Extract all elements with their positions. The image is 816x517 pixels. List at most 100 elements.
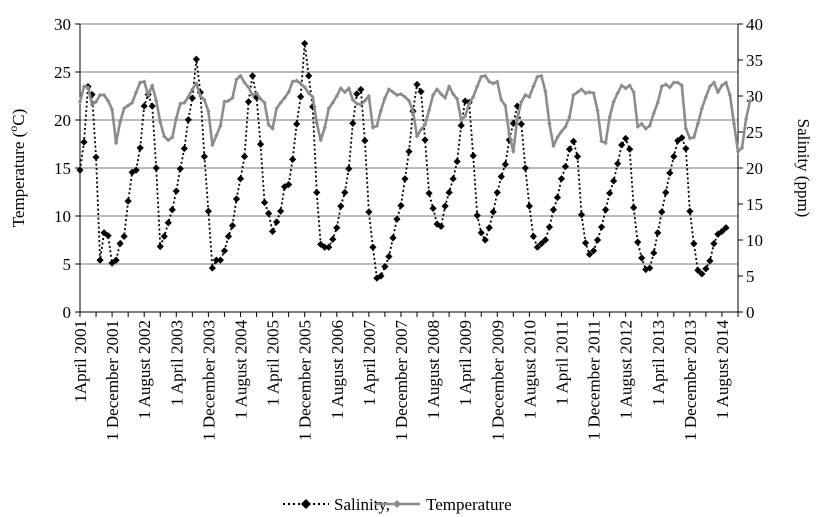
temperature-point	[595, 108, 600, 113]
salinity-point	[654, 229, 662, 237]
temperature-point	[146, 92, 151, 98]
salinity-point	[497, 173, 505, 181]
legend: Salinity, Temperature	[283, 495, 512, 514]
salinity-point	[686, 207, 694, 215]
x-ticks: 1April 2001 1 December 2001 1 August 2002 1…	[71, 312, 739, 441]
temperature-line	[78, 74, 752, 153]
right-tick-label: 15	[746, 195, 763, 214]
salinity-point	[293, 120, 301, 128]
salinity-point	[305, 72, 313, 80]
salinity-point	[244, 98, 253, 106]
temperature-point	[703, 94, 709, 100]
temperature-point	[483, 73, 488, 79]
salinity-point	[606, 189, 614, 197]
temperature-point	[499, 97, 504, 103]
x-tick-label: 1 August 2004	[231, 320, 250, 420]
temperature-point	[81, 84, 87, 89]
left-tick-label: 5	[63, 255, 72, 274]
salinity-point	[513, 102, 521, 110]
temperature-point	[101, 92, 107, 98]
x-tick-label: 1 August 2010	[520, 320, 539, 419]
salinity-point	[425, 189, 433, 197]
temperature-point	[166, 137, 171, 143]
salinity-point	[553, 193, 562, 202]
temperature-point	[414, 134, 420, 139]
salinity-point	[589, 247, 598, 255]
temperature-point	[715, 89, 721, 95]
y-left-title-main: Temperature (	[9, 131, 28, 227]
temperature-point	[77, 99, 83, 104]
salinity-point	[136, 144, 144, 152]
salinity-point	[666, 169, 674, 177]
temperature-point	[559, 129, 564, 134]
temperature-point	[85, 85, 91, 90]
temperature-point	[97, 92, 103, 98]
salinity-point	[160, 232, 168, 240]
temperature-point	[298, 81, 303, 86]
salinity-point	[277, 207, 285, 215]
salinity-point	[252, 93, 261, 102]
temperature-point	[394, 92, 400, 98]
temperature-point	[571, 92, 576, 98]
salinity-point	[710, 240, 718, 248]
salinity-point	[285, 180, 293, 189]
salinity-point	[457, 121, 465, 130]
salinity-point	[80, 138, 88, 146]
legend-salinity-label: Salinity,	[334, 495, 390, 514]
legend-temperature-label: Temperature	[426, 495, 512, 514]
salinity-point	[156, 242, 164, 251]
salinity-point	[96, 256, 104, 264]
temperature-point	[667, 85, 672, 90]
salinity-point	[204, 207, 212, 215]
temperature-point	[105, 98, 111, 103]
temperature-point	[374, 123, 380, 128]
salinity-point	[168, 206, 176, 214]
temperature-point	[350, 97, 356, 103]
salinity-point	[184, 116, 192, 124]
temperature-point	[691, 135, 697, 140]
salinity-point	[630, 204, 638, 212]
temperature-point	[190, 87, 195, 92]
salinity-point	[706, 257, 714, 265]
legend-temperature-marker	[393, 500, 401, 508]
salinity-point	[389, 234, 397, 242]
temperature-point	[330, 100, 335, 105]
temperature-point	[623, 86, 628, 91]
temperature-point	[250, 92, 255, 98]
temperature-point	[743, 116, 749, 122]
salinity-point	[722, 224, 730, 232]
salinity-point	[441, 202, 449, 210]
salinity-point	[236, 175, 245, 183]
temperature-point	[362, 98, 368, 103]
temperature-point	[515, 115, 520, 121]
temperature-point	[631, 89, 636, 95]
x-tick-label: 1 December 2011	[585, 320, 604, 440]
series	[76, 39, 753, 282]
temperature-point	[398, 91, 404, 97]
salinity-point	[469, 152, 477, 160]
temperature-point	[619, 83, 624, 88]
temperature-point	[663, 82, 668, 87]
temperature-point	[527, 94, 532, 100]
salinity-point	[433, 220, 441, 228]
salinity-point	[545, 223, 554, 231]
salinity-point	[614, 160, 622, 168]
salinity-point	[509, 119, 517, 127]
x-tick-label: 1 August 2008	[424, 320, 443, 419]
temperature-point	[274, 106, 279, 111]
salinity-point	[694, 266, 702, 274]
temperature-point	[495, 79, 500, 84]
x-tick-label: 1 April 2009	[456, 320, 475, 406]
temperature-point	[342, 89, 348, 95]
salinity-point	[581, 239, 590, 247]
salinity-point	[678, 134, 686, 142]
temperature-point	[125, 103, 131, 108]
salinity-point	[473, 211, 481, 220]
salinity-point	[489, 208, 497, 216]
salinity-point	[405, 147, 413, 156]
temperature-point	[410, 109, 416, 114]
temperature-point	[479, 74, 484, 79]
x-tick-label: 1 August 2014	[713, 320, 732, 420]
salinity-point	[517, 120, 525, 128]
